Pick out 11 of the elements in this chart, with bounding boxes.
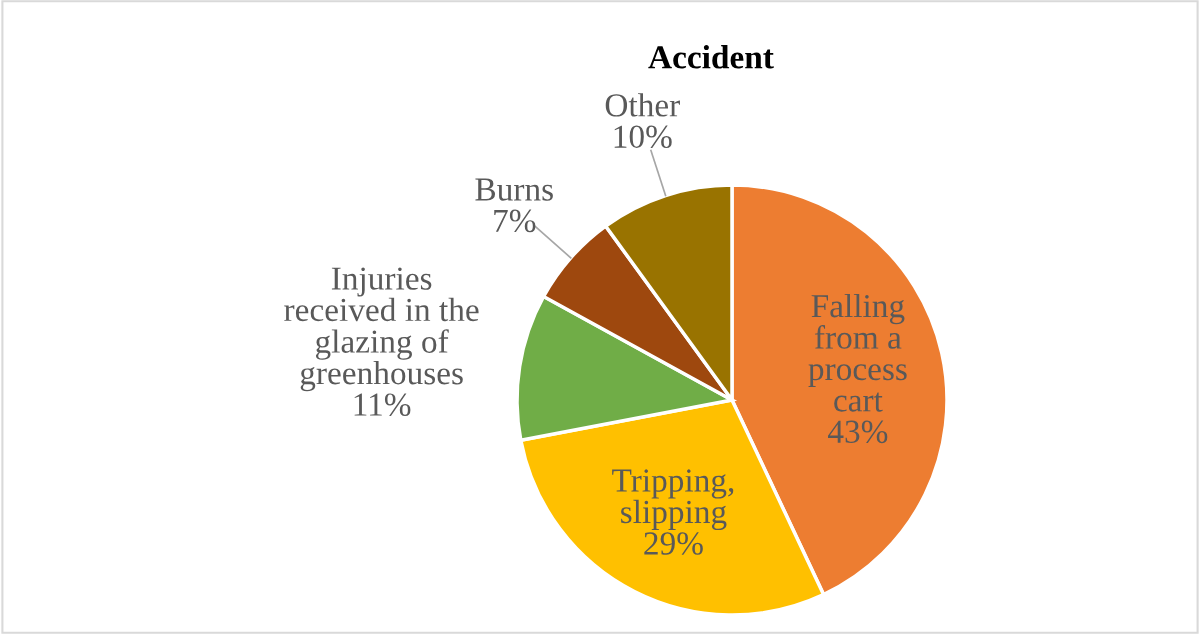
data-label: 11% [354, 393, 411, 416]
data-label: 29% [644, 532, 703, 555]
slice-label: Burns [475, 178, 553, 201]
data-label: 7% [494, 209, 536, 233]
data-label: 10% [614, 125, 672, 149]
data-label: 43% [827, 420, 888, 444]
slice-label: Tripping, slipping [612, 469, 734, 531]
chart-title: Accident [648, 45, 774, 69]
slice-label: Falling from a process cart [808, 293, 907, 412]
slice-label: Other [605, 93, 680, 117]
slice-label: Injuries received in the glazing of greenhouses [284, 267, 479, 392]
